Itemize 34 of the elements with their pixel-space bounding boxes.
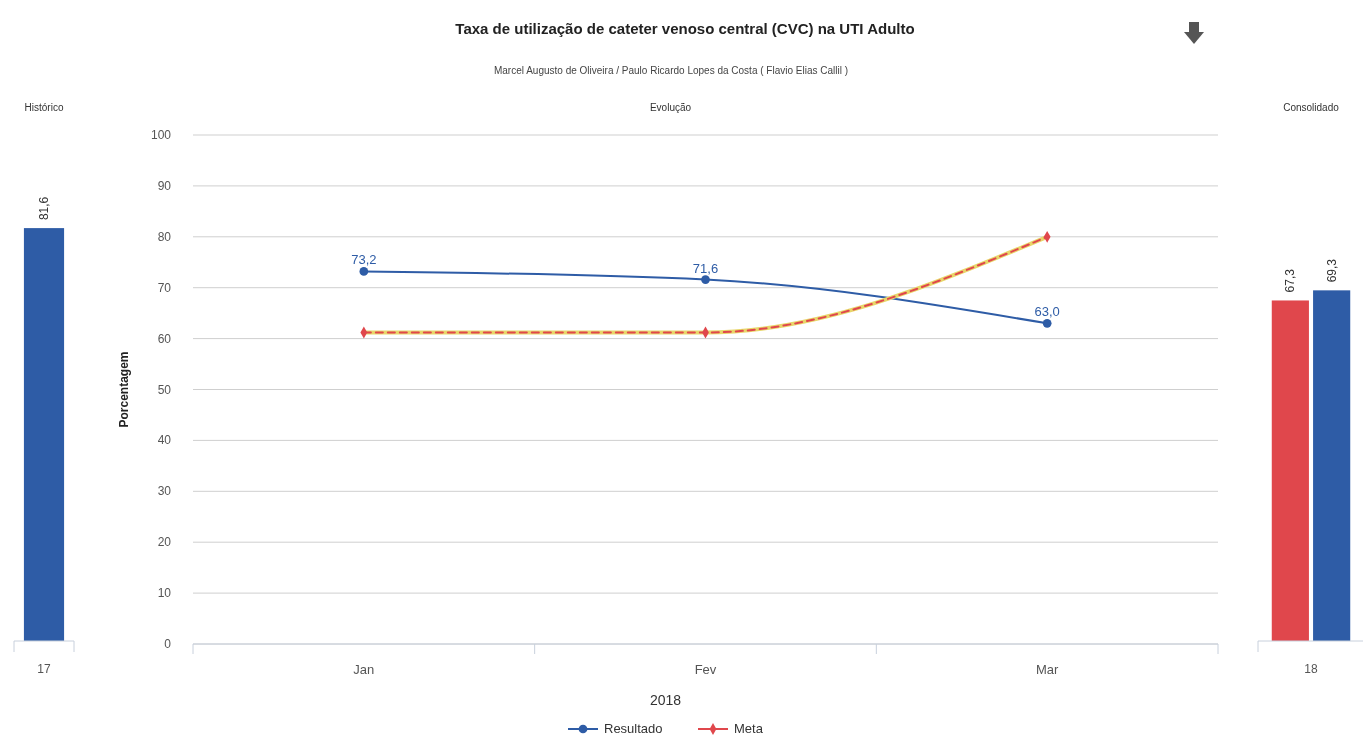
y-tick-label: 80 — [157, 229, 172, 244]
y-tick-label: 30 — [157, 484, 172, 499]
data-label: 81,6 — [37, 196, 51, 221]
point — [701, 275, 710, 284]
y-tick-label: 20 — [157, 535, 172, 550]
y-tick-label: 50 — [157, 382, 172, 397]
x-tick-label: Jan — [353, 662, 375, 677]
chart-title: Histórico — [24, 102, 64, 113]
data-label: 63,0 — [1034, 304, 1060, 320]
x-tick-label: Mar — [1035, 662, 1060, 677]
data-label: 73,2 — [351, 252, 377, 268]
y-tick-label: 0 — [164, 637, 172, 651]
y-axis-title: Porcentagem — [117, 351, 131, 428]
point — [1042, 318, 1052, 328]
data-label: 69,3 — [1324, 258, 1339, 283]
y-tick-label: 60 — [157, 331, 172, 346]
chart-title: Consolidado — [1283, 102, 1340, 113]
y-tick-label: 70 — [157, 280, 172, 295]
x-axis-title: 2018 — [649, 692, 682, 708]
chart-title: Taxa de utilização de cateter venoso central (CVC) na UTI Adulto — [455, 20, 915, 37]
y-tick-label: 40 — [157, 433, 172, 448]
x-tick-label: Fev — [694, 662, 717, 677]
legend-label: Resultado — [604, 721, 663, 735]
y-tick-label: 100 — [150, 128, 172, 142]
chart-subtitle: Marcel Augusto de Oliveira / Paulo Ricardo Lopes da Costa ( Flavio Elias Callil ) — [493, 65, 849, 76]
data-label: 67,3 — [1283, 268, 1298, 293]
x-tick-label: 18 — [1304, 662, 1318, 676]
y-tick-label: 90 — [157, 178, 172, 193]
x-tick-label: 17 — [37, 662, 51, 676]
legend-label: Meta — [734, 721, 764, 735]
point — [359, 267, 369, 276]
y-tick-label: 10 — [157, 586, 172, 601]
text: Evolução — [649, 102, 692, 113]
data-label: 71,6 — [692, 260, 719, 276]
